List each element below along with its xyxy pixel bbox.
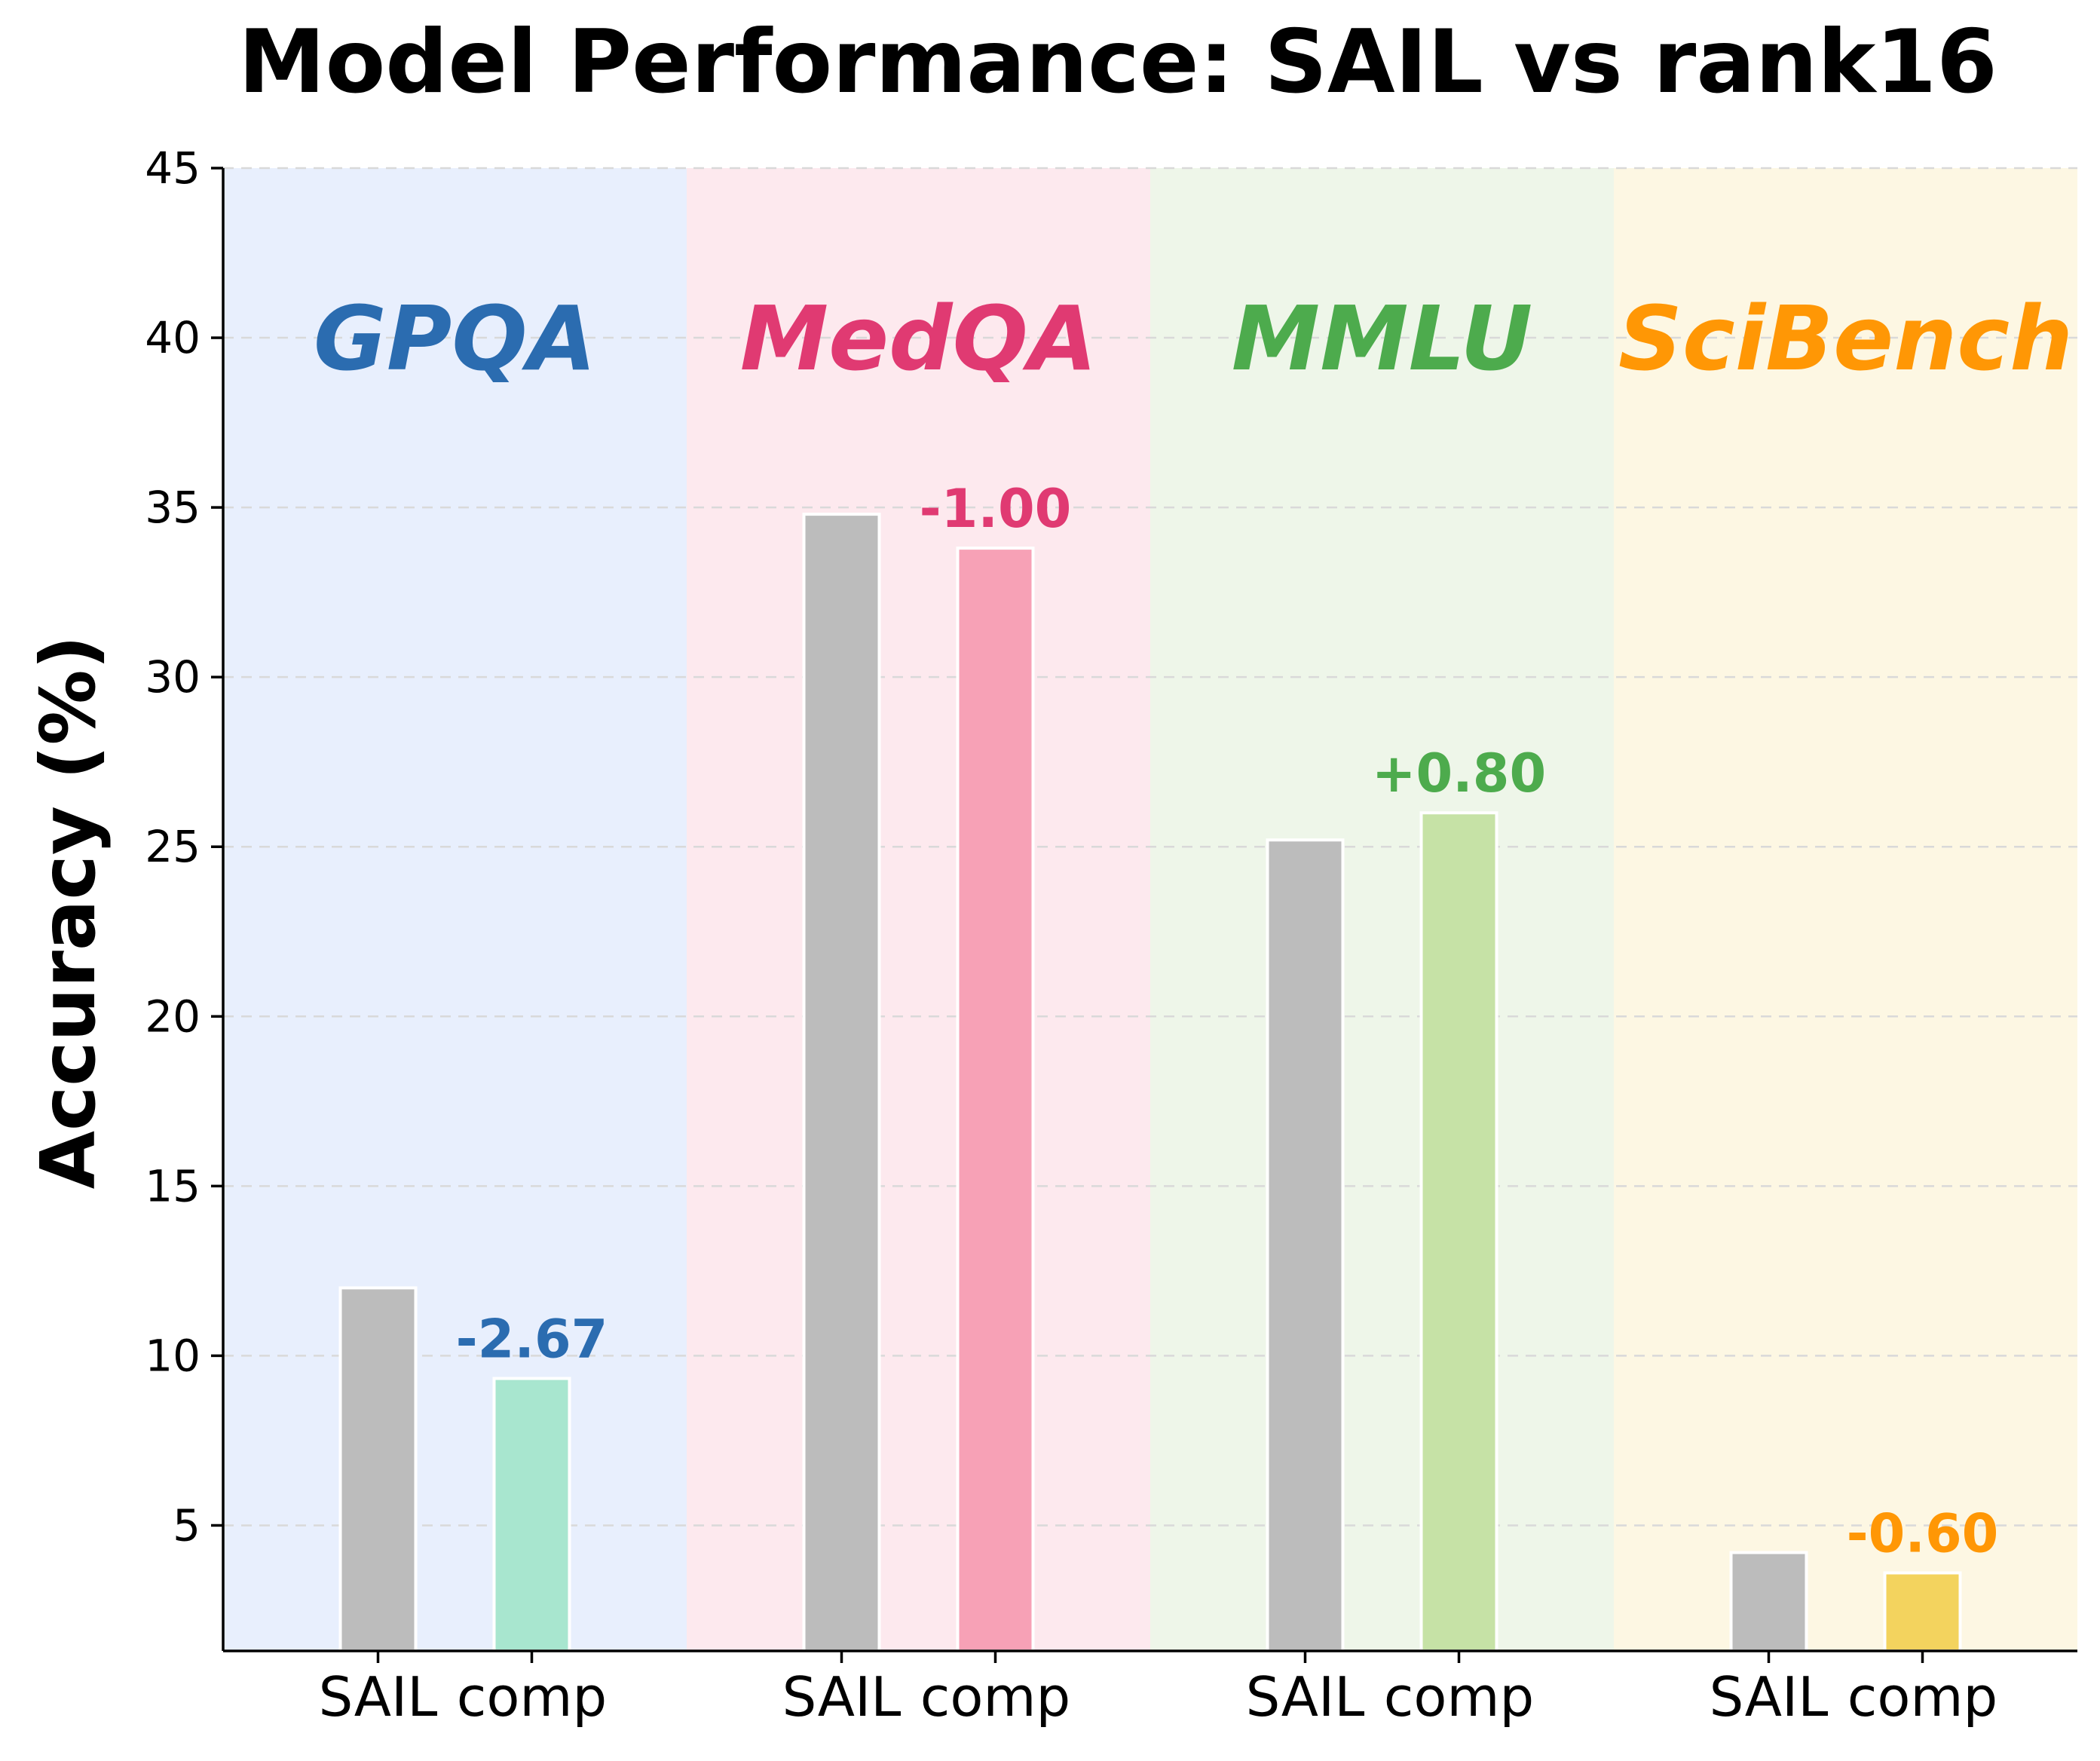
background-band-scibench [1614,168,2077,1651]
axes: 5 10 15 20 25 30 35 40 45 SAIL comp SAIL comp SAIL com… [145,142,2077,1729]
bar-medqa-comp [956,547,1035,1652]
y-tick-label-10: 10 [145,1330,201,1381]
benchmark-label-scibench: SciBench [1618,286,2073,390]
y-tick-label-45: 45 [145,142,201,194]
bar-scibench-comp [1883,1571,1962,1652]
bar-mmlu-sail [1266,838,1345,1652]
x-tick-label-medqa-comp: comp [920,1665,1070,1729]
y-tick-label-20: 20 [145,991,201,1042]
background-band-gpqa [223,168,687,1651]
benchmark-label-medqa: MedQA [740,286,1097,390]
x-tick-label-medqa-sail: SAIL [782,1665,902,1729]
y-tick-label-25: 25 [145,821,201,872]
y-tick-label-30: 30 [145,651,201,703]
y-tick-label-35: 35 [145,482,201,533]
y-tick-label-5: 5 [173,1499,201,1551]
x-tick-label-gpqa-comp: comp [457,1665,607,1729]
x-tick-label-mmlu-sail: SAIL [1246,1665,1365,1729]
benchmark-label-gpqa: GPQA [314,286,596,390]
gridlines [223,167,2077,1527]
bars [338,513,1962,1652]
bar-gpqa-sail [338,1286,418,1652]
chart-title: Model Performance: SAIL vs rank16 [238,11,1997,113]
bar-mmlu-comp [1419,811,1498,1652]
x-tick-label-mmlu-comp: comp [1384,1665,1534,1729]
delta-label-medqa: -1.00 [920,478,1072,540]
delta-label-mmlu: +0.80 [1372,743,1546,804]
x-tick-label-scibench-comp: comp [1847,1665,1997,1729]
benchmark-label-mmlu: MMLU [1232,286,1532,390]
labels: GPQA -2.67 MedQA -1.00 MMLU +0.80 SciBench -0.6… [314,286,2073,1564]
delta-label-gpqa: -2.67 [456,1309,608,1371]
bar-gpqa-comp [492,1377,571,1652]
bar-scibench-sail [1729,1551,1808,1652]
delta-label-scibench: -0.60 [1847,1502,1999,1564]
background-band-medqa [687,168,1150,1651]
bar-medqa-sail [802,513,881,1652]
y-axis-label: Accuracy (%) [24,635,112,1190]
y-tick-label-15: 15 [145,1160,201,1211]
background-band-mmlu [1150,168,1614,1651]
x-tick-label-gpqa-sail: SAIL [319,1665,438,1729]
group-backgrounds [223,168,2077,1651]
x-tick-label-scibench-sail: SAIL [1710,1665,1829,1729]
y-tick-label-40: 40 [145,312,201,363]
